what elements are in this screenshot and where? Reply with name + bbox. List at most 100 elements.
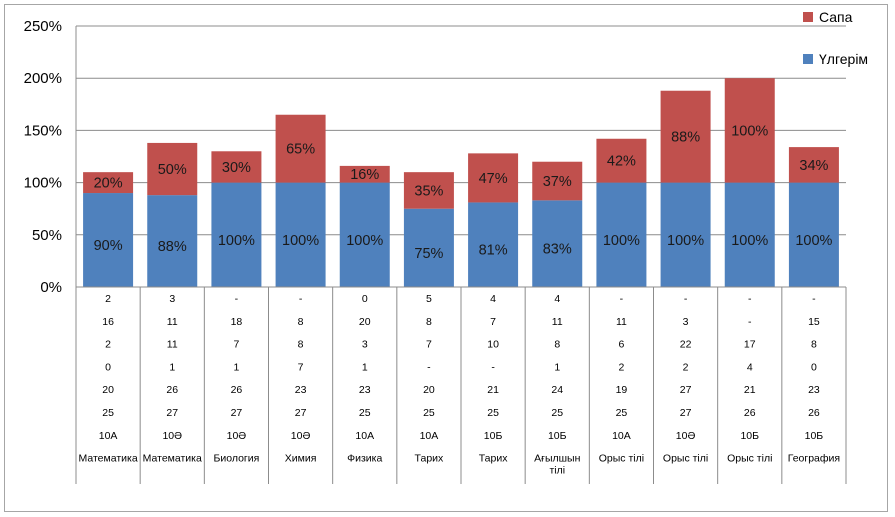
table-cell: 23 xyxy=(359,384,371,396)
category-label: Физика xyxy=(347,453,382,465)
y-tick-label: 200% xyxy=(24,70,62,87)
table-cell: 10Ә xyxy=(676,430,696,442)
chart-frame xyxy=(4,4,888,512)
data-label: 100% xyxy=(667,233,704,249)
data-label: 50% xyxy=(158,162,187,178)
data-label: 47% xyxy=(479,171,508,187)
data-label: 90% xyxy=(94,238,123,254)
category-label: География xyxy=(788,453,840,465)
category-label: Биология xyxy=(213,453,259,465)
table-cell: 10Ә xyxy=(291,430,311,442)
y-tick-label: 0% xyxy=(40,279,62,296)
table-cell: 21 xyxy=(744,384,756,396)
table-cell: - xyxy=(684,293,688,305)
table-cell: 26 xyxy=(166,384,178,396)
table-cell: 7 xyxy=(298,361,304,373)
category-label-line: тілі xyxy=(549,465,565,477)
table-cell: 8 xyxy=(298,339,304,351)
bar-ulgerim xyxy=(532,200,583,287)
table-cell: 27 xyxy=(680,407,692,419)
table-cell: - xyxy=(620,293,624,305)
category-label: Тарих xyxy=(415,453,444,465)
category-label: Математика xyxy=(78,453,137,465)
bar-sapa xyxy=(596,138,647,183)
table-cell: 11 xyxy=(552,316,563,328)
table-cell: 10А xyxy=(99,430,118,442)
bar-ulgerim xyxy=(339,182,390,287)
data-label: 35% xyxy=(414,183,443,199)
table-cell: 25 xyxy=(616,407,628,419)
table-cell: 26 xyxy=(744,407,756,419)
bar-ulgerim xyxy=(788,182,839,287)
bar-ulgerim xyxy=(147,195,198,287)
table-cell: 10 xyxy=(487,339,499,351)
bar-ulgerim xyxy=(83,193,134,287)
table-cell: 7 xyxy=(233,339,239,351)
legend-label: Үлгерім xyxy=(819,51,868,67)
table-cell: 27 xyxy=(680,384,692,396)
table-cell: 10Б xyxy=(740,430,759,442)
table-cell: - xyxy=(748,293,752,305)
bar-sapa xyxy=(660,90,711,183)
table-cell: 8 xyxy=(811,339,817,351)
table-cell: 8 xyxy=(554,339,560,351)
table-cell: 1 xyxy=(554,361,560,373)
table-cell: 0 xyxy=(362,293,368,305)
bar-sapa xyxy=(339,165,390,183)
bar-ulgerim xyxy=(660,182,711,287)
category-label: Орыс тілі xyxy=(599,453,644,465)
data-label: 75% xyxy=(414,246,443,262)
data-label: 30% xyxy=(222,160,251,176)
table-cell: 25 xyxy=(102,407,114,419)
table-cell: 1 xyxy=(233,361,239,373)
table-cell: 17 xyxy=(744,339,756,351)
table-cell: 22 xyxy=(680,339,692,351)
data-label: 65% xyxy=(286,142,315,158)
bar-sapa xyxy=(724,78,775,183)
bar-ulgerim xyxy=(275,182,326,287)
bar-sapa xyxy=(211,151,262,183)
table-cell: 15 xyxy=(808,316,820,328)
table-cell: 23 xyxy=(295,384,307,396)
table-cell: 2 xyxy=(105,293,111,305)
table-cell: 4 xyxy=(490,293,496,305)
table-cell: 21 xyxy=(487,384,499,396)
table-cell: 3 xyxy=(169,293,175,305)
data-label: 37% xyxy=(543,174,572,190)
category-label: Ағылшын тілі xyxy=(534,453,580,477)
table-cell: 27 xyxy=(295,407,307,419)
legend-label: Сапа xyxy=(819,9,853,25)
data-label: 16% xyxy=(350,167,379,183)
bar-ulgerim xyxy=(468,202,519,287)
data-label: 100% xyxy=(731,123,768,139)
data-label: 88% xyxy=(671,130,700,146)
bar-sapa xyxy=(468,153,519,203)
table-cell: 25 xyxy=(487,407,499,419)
table-cell: 10А xyxy=(612,430,631,442)
table-cell: 24 xyxy=(551,384,563,396)
table-cell: 3 xyxy=(362,339,368,351)
bar-ulgerim xyxy=(403,208,454,287)
table-cell: 10Б xyxy=(805,430,824,442)
table-cell: - xyxy=(748,316,752,328)
table-cell: 20 xyxy=(359,316,371,328)
table-cell: 26 xyxy=(231,384,243,396)
legend-swatch xyxy=(803,54,813,64)
bar-sapa xyxy=(403,172,454,209)
category-label: Химия xyxy=(285,453,317,465)
table-cell: 25 xyxy=(423,407,435,419)
bar-sapa xyxy=(83,172,134,194)
table-cell: 7 xyxy=(490,316,496,328)
bar-sapa xyxy=(275,114,326,183)
table-cell: 10Б xyxy=(548,430,567,442)
table-cell: 25 xyxy=(359,407,371,419)
table-cell: 1 xyxy=(362,361,368,373)
category-label: Математика xyxy=(143,453,202,465)
table-cell: 10Б xyxy=(484,430,503,442)
y-tick-label: 250% xyxy=(24,18,62,35)
table-cell: - xyxy=(427,361,431,373)
table-cell: 8 xyxy=(298,316,304,328)
data-label: 81% xyxy=(479,243,508,259)
y-tick-label: 150% xyxy=(24,122,62,139)
